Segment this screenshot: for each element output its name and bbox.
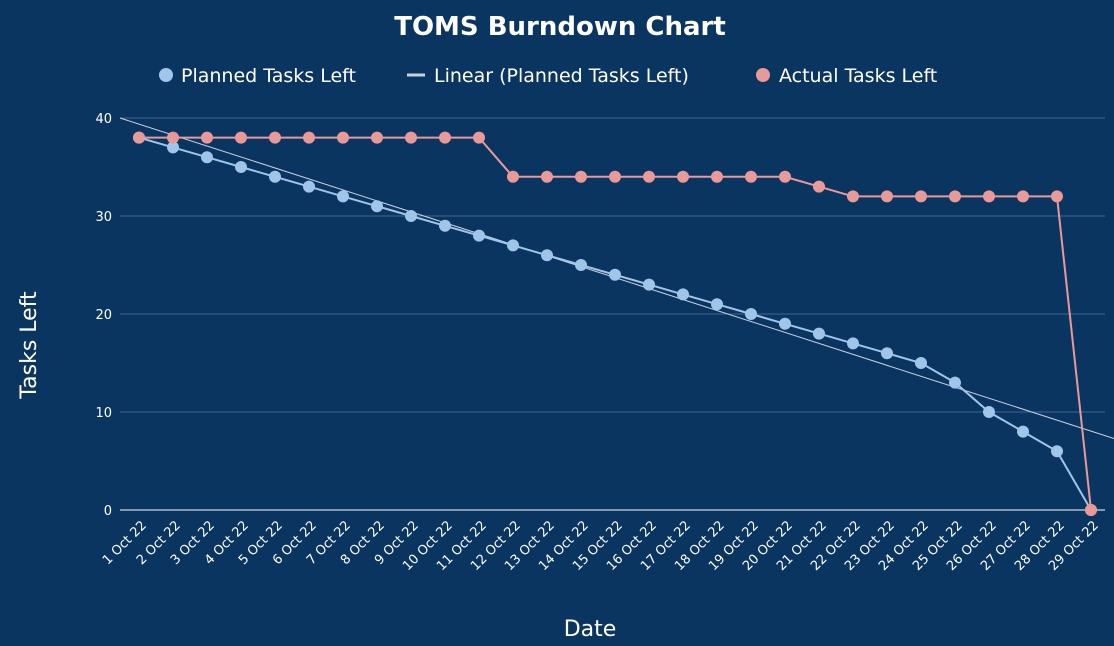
data-point <box>439 131 451 144</box>
data-point <box>507 170 519 183</box>
data-point <box>915 190 927 203</box>
legend-item-planned: Planned Tasks Left <box>159 65 356 87</box>
data-point <box>1017 425 1029 438</box>
data-point <box>371 200 383 213</box>
legend-item-actual: Actual Tasks Left <box>756 65 937 87</box>
data-point <box>303 131 315 144</box>
y-axis-ticks: 0 10 20 30 40 <box>95 112 112 519</box>
data-point <box>711 170 723 183</box>
legend-actual-label: Actual Tasks Left <box>779 65 937 87</box>
data-point <box>1051 190 1063 203</box>
data-point <box>337 190 349 203</box>
data-point <box>473 229 485 242</box>
x-axis-label: Date <box>564 617 617 642</box>
legend: Planned Tasks Left Linear (Planned Tasks… <box>159 65 937 87</box>
data-point <box>439 219 451 232</box>
data-point <box>643 278 655 291</box>
series-planned <box>133 131 1097 516</box>
data-point <box>575 170 587 183</box>
y-tick-label: 0 <box>104 504 112 519</box>
data-point <box>201 151 213 164</box>
data-point <box>405 210 417 222</box>
legend-planned-label: Planned Tasks Left <box>181 65 356 87</box>
legend-actual-marker <box>756 68 770 82</box>
data-point <box>643 170 655 183</box>
data-point <box>541 170 553 183</box>
data-point <box>235 131 247 144</box>
y-tick-label: 30 <box>95 210 112 225</box>
data-point <box>745 170 757 183</box>
data-point <box>507 239 519 252</box>
grid <box>120 117 1105 511</box>
data-point <box>745 308 757 320</box>
y-tick-label: 10 <box>95 406 112 421</box>
data-point <box>609 268 621 281</box>
data-point <box>541 249 553 262</box>
data-point <box>1051 445 1063 458</box>
data-point <box>779 170 791 183</box>
series-layer <box>133 131 1097 516</box>
data-point <box>167 141 179 154</box>
chart-title: TOMS Burndown Chart <box>394 12 726 42</box>
data-point <box>609 170 621 183</box>
x-axis-ticks: 1 Oct 222 Oct 223 Oct 224 Oct 225 Oct 22… <box>100 518 1102 574</box>
series-actual <box>133 131 1097 516</box>
data-point <box>473 131 485 144</box>
legend-trend-label: Linear (Planned Tasks Left) <box>434 65 689 87</box>
data-point <box>337 131 349 144</box>
y-tick-label: 20 <box>95 308 112 323</box>
data-point <box>813 180 825 193</box>
data-point <box>405 131 417 144</box>
data-point <box>371 131 383 144</box>
data-point <box>575 259 587 271</box>
data-point <box>949 190 961 203</box>
data-point <box>847 190 859 203</box>
data-point <box>711 298 723 311</box>
series-line <box>139 136 1092 511</box>
data-point <box>847 337 859 350</box>
data-point <box>235 161 247 173</box>
y-tick-label: 40 <box>95 112 112 127</box>
data-point <box>779 317 791 330</box>
data-point <box>1085 504 1097 516</box>
data-point <box>133 131 145 144</box>
y-axis-label: Tasks Left <box>17 291 42 400</box>
data-point <box>813 327 825 340</box>
data-point <box>881 347 893 360</box>
data-point <box>949 376 961 389</box>
data-point <box>677 170 689 183</box>
legend-item-trend: Linear (Planned Tasks Left) <box>407 65 689 87</box>
data-point <box>1017 190 1029 203</box>
series-line <box>138 136 1092 511</box>
data-point <box>983 190 995 203</box>
data-point <box>677 288 689 301</box>
data-point <box>303 180 315 193</box>
data-point <box>201 131 213 144</box>
data-point <box>269 131 281 144</box>
data-point <box>269 170 281 183</box>
legend-planned-marker <box>159 68 173 82</box>
data-point <box>167 131 179 144</box>
data-point <box>915 357 927 369</box>
data-point <box>983 406 995 418</box>
data-point <box>881 190 893 203</box>
